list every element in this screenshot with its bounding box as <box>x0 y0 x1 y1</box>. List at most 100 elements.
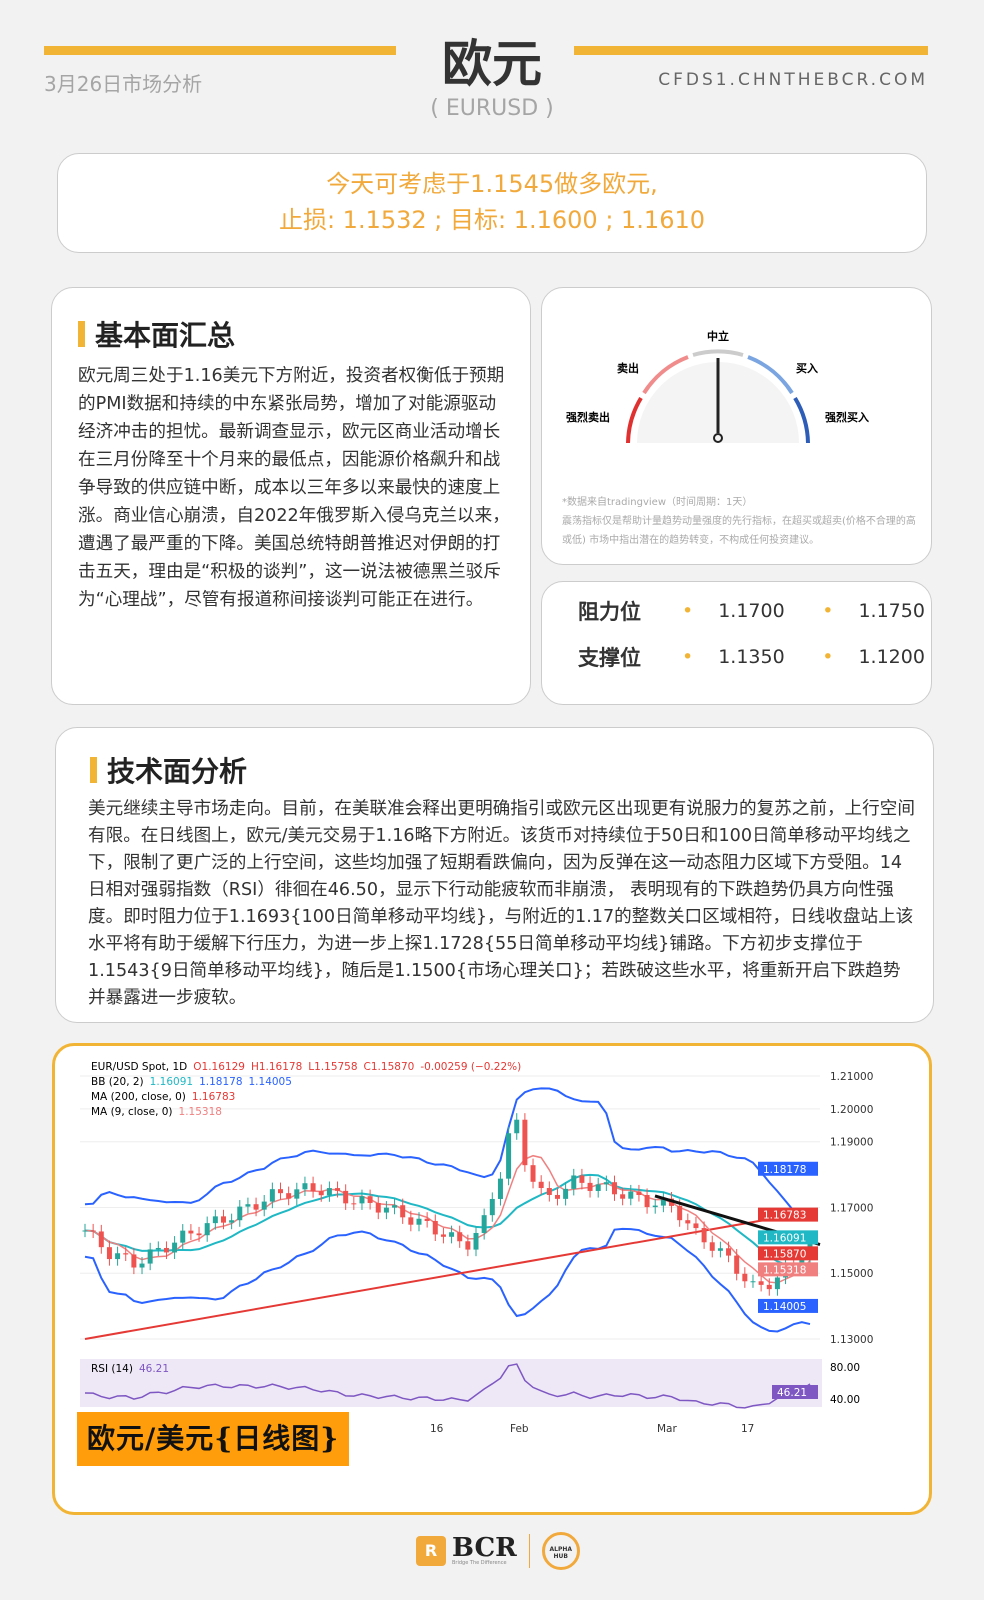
gauge-note: *数据来自tradingview（时间周期：1天） 震荡指标仅是帮助计量趋势动量强… <box>562 493 922 550</box>
candle <box>302 1183 308 1190</box>
chart-legend-ma9: MA (9, close, 0) 1.15318 <box>91 1106 222 1118</box>
candle <box>383 1207 389 1213</box>
candle <box>139 1263 145 1268</box>
bb-label: BB (20, 2) <box>91 1076 144 1088</box>
rsi-label-bg <box>772 1385 818 1399</box>
candle <box>587 1182 593 1191</box>
header-bar-right <box>574 46 928 55</box>
candle <box>286 1193 292 1199</box>
candle <box>481 1215 487 1233</box>
candle <box>660 1198 666 1206</box>
gauge-label-strong-buy: 强烈买入 <box>825 410 869 424</box>
candle <box>180 1230 186 1243</box>
candle <box>400 1205 406 1218</box>
candle <box>326 1188 332 1196</box>
candle <box>147 1249 153 1264</box>
candle <box>758 1281 764 1285</box>
candle <box>237 1206 243 1221</box>
chart-caption: 欧元/美元{日线图} <box>77 1412 350 1466</box>
technical-heading-text: 技术面分析 <box>107 755 248 788</box>
chart-symbol: EUR/USD Spot, 1D <box>91 1061 187 1073</box>
candle <box>229 1220 235 1223</box>
candle <box>163 1247 169 1253</box>
ma9-label: MA (9, close, 0) <box>91 1106 173 1118</box>
recommendation-line2: 止损: 1.1532 ; 目标: 1.1600 ; 1.1610 <box>278 206 706 234</box>
header-bar-left <box>44 46 396 55</box>
fundamentals-text: 欧元周三处于1.16美元下方附近，投资者权衡低于预期的PMI数据和持续的中东紧张… <box>78 366 510 610</box>
candle <box>473 1232 479 1250</box>
price-label: 1.14005 <box>763 1301 806 1313</box>
bb-mid-line <box>84 1173 811 1270</box>
x-tick: Feb <box>510 1423 529 1435</box>
candle <box>123 1253 129 1255</box>
candle <box>408 1217 414 1225</box>
footer-tagline: Bridge The Difference <box>452 1560 507 1566</box>
footer-logo: R BCR Bridge The Difference ALPHA HUB <box>416 1532 580 1570</box>
rsi-price-label: 46.21 <box>777 1387 807 1399</box>
candle <box>628 1191 634 1199</box>
candle <box>392 1205 398 1208</box>
candle <box>245 1204 251 1207</box>
candle <box>188 1230 194 1234</box>
bb-low: 1.14005 <box>249 1076 292 1088</box>
sentiment-gauge: 中立 卖出 买入 强烈卖出 强烈买入 <box>566 329 869 444</box>
candle <box>278 1189 284 1194</box>
candle <box>457 1232 463 1242</box>
candle <box>742 1273 748 1282</box>
price-tick: 1.17000 <box>830 1202 873 1214</box>
rsi-tick: 80.00 <box>830 1362 860 1374</box>
gauge-source: *数据来自tradingview（时间周期：1天） <box>562 497 753 508</box>
page-title: 欧元 <box>442 35 542 93</box>
price-label: 1.18178 <box>763 1164 806 1176</box>
candle <box>310 1183 316 1192</box>
candle <box>514 1119 520 1134</box>
technical-heading: 技术面分析 <box>90 750 917 790</box>
chart-card: 1.21000 1.20000 1.19000 1.17000 1.15000 1.130… <box>52 1043 932 1515</box>
candle <box>652 1205 658 1208</box>
fundamentals-heading: 基本面汇总 <box>78 314 510 354</box>
candle <box>351 1203 357 1205</box>
candle <box>538 1181 544 1189</box>
ma200-label: MA (200, close, 0) <box>91 1091 186 1103</box>
page-subtitle: ( EURUSD ) <box>430 96 554 121</box>
candle <box>497 1178 503 1199</box>
ma9-value: 1.15318 <box>179 1106 222 1118</box>
candle <box>709 1242 715 1251</box>
rsi-legend: RSI (14) 46.21 <box>91 1363 169 1375</box>
gauge-card: 中立 卖出 买入 强烈卖出 强烈买入 *数据来自tradingview（时间周期… <box>541 287 932 565</box>
candle <box>734 1255 740 1274</box>
candle <box>82 1230 88 1232</box>
candle <box>196 1233 202 1236</box>
gauge-label-buy: 买入 <box>796 362 818 375</box>
x-tick: 17 <box>741 1423 754 1435</box>
gauge-disclaimer: 震荡指标仅是帮助计量趋势动量强度的先行指标，在超买或超卖(价格不合理的高或低) … <box>562 516 916 546</box>
resistance-2: 1.1750 <box>858 600 925 622</box>
x-tick: Mar <box>657 1423 677 1435</box>
footer-logo-text: BCR <box>452 1533 517 1563</box>
candle <box>603 1182 609 1185</box>
chart-legend-ohlc: EUR/USD Spot, 1D O1.16129 H1.16178 L1.15758… <box>91 1061 521 1073</box>
candle <box>90 1230 96 1232</box>
alpha-hub-logo: ALPHA HUB <box>541 1532 580 1570</box>
bb-mid: 1.16091 <box>150 1076 193 1088</box>
resistance-1: 1.1700 <box>718 600 785 622</box>
support-row: 支撑位 • 1.1350 • 1.1200 <box>578 642 925 672</box>
candle <box>677 1205 683 1221</box>
candle <box>530 1165 536 1182</box>
candle <box>799 1258 805 1263</box>
price-label-bg <box>758 1207 818 1222</box>
candle <box>155 1247 161 1250</box>
price-label: 1.15318 <box>763 1264 806 1276</box>
price-tick: 1.21000 <box>830 1071 873 1083</box>
site-url: CFDS1.CHNTHEBCR.COM <box>658 70 928 90</box>
candle <box>563 1188 569 1199</box>
rsi-line <box>84 1363 811 1409</box>
candle <box>750 1281 756 1283</box>
candle <box>449 1232 455 1237</box>
candle <box>571 1175 577 1189</box>
candle <box>220 1216 226 1223</box>
candle <box>253 1204 259 1210</box>
candle <box>685 1220 691 1224</box>
bb-up: 1.18178 <box>199 1076 242 1088</box>
candle <box>359 1196 365 1204</box>
